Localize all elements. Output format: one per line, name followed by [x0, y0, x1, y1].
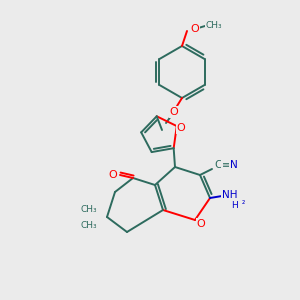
Text: H: H	[231, 202, 237, 211]
Text: O: O	[169, 107, 178, 117]
Text: O: O	[109, 170, 117, 180]
Text: O: O	[196, 219, 206, 229]
Text: ₂: ₂	[242, 196, 244, 206]
Text: CH₃: CH₃	[81, 220, 97, 230]
Text: N: N	[230, 160, 238, 170]
Text: CH₃: CH₃	[206, 20, 222, 29]
Text: NH: NH	[222, 190, 238, 200]
Text: O: O	[176, 123, 185, 133]
Text: O: O	[190, 24, 200, 34]
Text: C: C	[214, 160, 222, 170]
Text: CH₃: CH₃	[81, 205, 97, 214]
Text: ≡: ≡	[222, 160, 230, 170]
